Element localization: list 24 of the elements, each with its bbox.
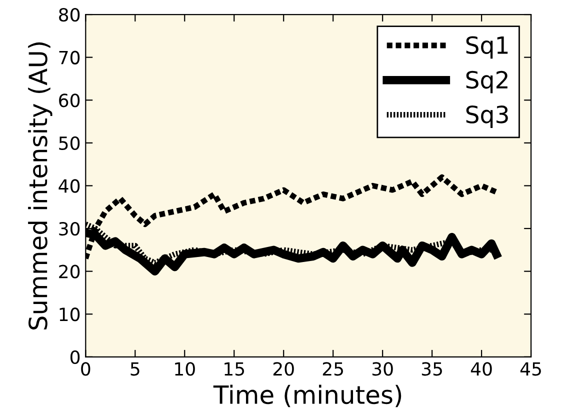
x-axis-title: Time (minutes) <box>213 384 402 408</box>
y-tick-label: 50 <box>59 136 80 150</box>
x-tick-label: 10 <box>175 362 195 376</box>
legend-label: Sq2 <box>466 70 508 94</box>
x-tick-label: 5 <box>130 362 140 376</box>
x-tick-label: 0 <box>81 362 90 376</box>
x-tick-label: 25 <box>322 362 343 376</box>
y-tick-label: 40 <box>58 179 80 193</box>
x-tick-label: 20 <box>273 362 294 376</box>
x-tick-label: 35 <box>422 362 442 376</box>
y-tick-label: 30 <box>59 222 80 236</box>
legend-label: Sq1 <box>466 36 508 59</box>
y-tick-label: 70 <box>59 50 80 64</box>
y-tick-label: 10 <box>60 308 80 322</box>
y-tick-label: 20 <box>59 264 80 278</box>
legend-label: Sq3 <box>466 106 508 128</box>
x-tick-label: 15 <box>224 362 244 376</box>
y-tick-label: 0 <box>70 350 80 364</box>
y-tick-label: 80 <box>59 8 80 22</box>
x-tick-label: 30 <box>372 362 393 376</box>
y-tick-label: 60 <box>59 94 80 108</box>
y-axis-title: Summed intensity (AU) <box>28 42 52 330</box>
x-tick-label: 45 <box>520 362 541 376</box>
x-tick-label: 40 <box>470 362 492 376</box>
